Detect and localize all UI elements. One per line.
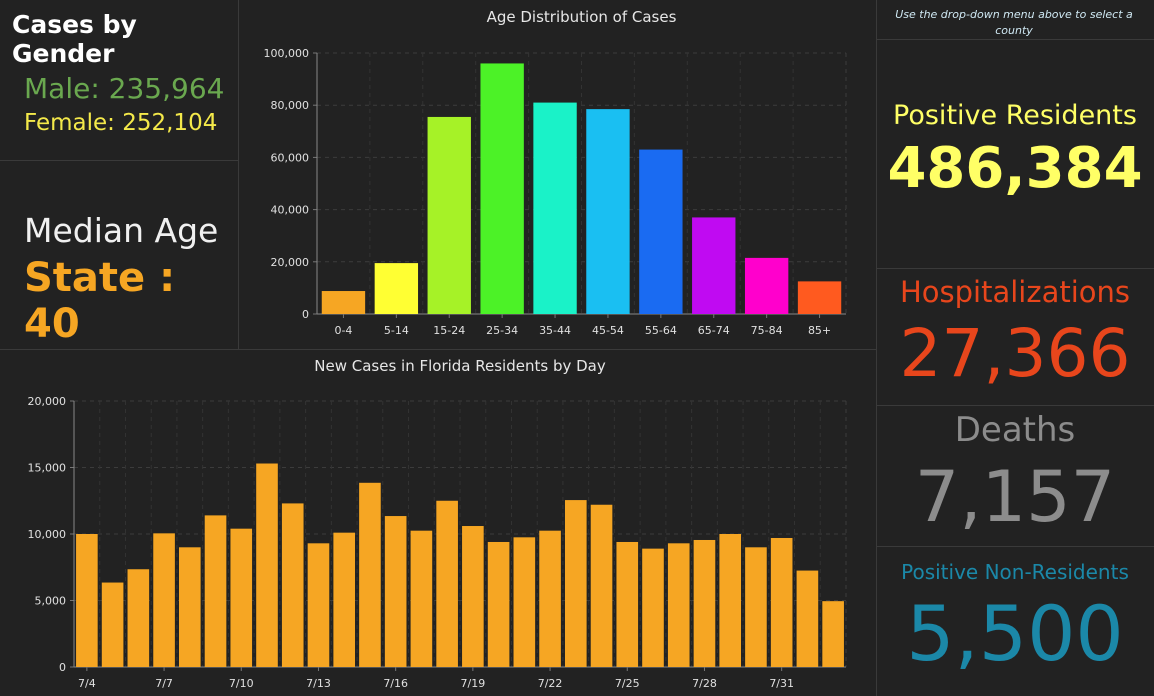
bar-7/8[interactable] [178,547,201,667]
x-tick-label: 45-54 [592,324,624,337]
bar-7/18[interactable] [436,500,458,667]
bar-15-24[interactable] [427,116,471,314]
bar-7/16[interactable] [384,516,407,667]
bar-55-64[interactable] [639,149,683,314]
female-count: Female: 252,104 [24,110,218,136]
bar-7/14[interactable] [333,532,356,667]
age-distribution-panel: Age Distribution of Cases 0 20,000 40,000 60… [239,0,876,350]
x-tick-label: 7/22 [538,677,563,690]
bar-7/12[interactable] [281,503,304,667]
bar-7/15[interactable] [359,482,381,667]
bar-5-14[interactable] [374,263,419,314]
bar-7/24[interactable] [590,504,613,667]
bar-7/9[interactable] [204,515,227,667]
y-tick-label: 20,000 [271,256,310,269]
x-tick-label: 85+ [808,324,831,337]
positive-residents-value: 486,384 [887,136,1143,201]
gender-panel: Cases by Gender Male: 235,964 Female: 25… [0,0,239,161]
x-tick-label: 7/7 [155,677,173,690]
chart-title: New Cases in Florida Residents by Day [314,357,606,375]
bar-7/25[interactable] [616,541,639,667]
y-tick-label: 100,000 [264,47,310,60]
bar-7/28[interactable] [693,539,716,667]
x-tick-label: 75-84 [751,324,783,337]
median-age-panel: Median Age State : 40 [0,161,239,350]
x-tick-label: 35-44 [539,324,571,337]
non-residents-panel: Positive Non-Residents 5,500 [876,547,1154,696]
x-tick-label: 7/10 [229,677,254,690]
chart-title: Age Distribution of Cases [487,8,677,26]
county-select-note: Use the drop-down menu above to select a… [895,8,1133,37]
x-tick-label: 5-14 [384,324,409,337]
hospitalizations-panel: Hospitalizations 27,366 [876,269,1154,406]
bar-7/23[interactable] [564,500,587,667]
positive-residents-panel: Positive Residents 486,384 [876,40,1154,269]
x-tick-label: 7/4 [78,677,96,690]
x-tick-label: 7/13 [306,677,331,690]
x-tick-label: 7/19 [461,677,486,690]
y-tick-label: 0 [59,661,66,674]
bar-7/21[interactable] [513,537,536,667]
hospitalizations-value: 27,366 [899,315,1131,392]
x-tick-label: 65-74 [698,324,730,337]
bar-7/22[interactable] [539,530,561,667]
x-tick-label: 7/25 [615,677,640,690]
bar-7/4[interactable] [76,534,98,667]
bar-7/13[interactable] [307,543,330,667]
y-tick-label: 5,000 [35,595,67,608]
bar-8/2[interactable] [822,601,844,667]
positive-residents-label: Positive Residents [893,100,1137,131]
bar-0-4[interactable] [321,291,366,314]
x-tick-label: 7/31 [769,677,794,690]
deaths-panel: Deaths 7,157 [876,406,1154,547]
bar-7/29[interactable] [719,534,742,667]
y-tick-label: 60,000 [271,151,310,164]
bar-8/1[interactable] [796,570,819,667]
y-tick-label: 15,000 [28,462,67,475]
y-tick-label: 40,000 [271,204,310,217]
x-tick-label: 7/28 [692,677,717,690]
x-tick-label: 7/16 [383,677,408,690]
bar-7/6[interactable] [127,569,150,667]
bar-7/30[interactable] [745,547,767,667]
non-residents-value: 5,500 [906,589,1124,678]
note-panel: Use the drop-down menu above to select a… [876,0,1154,40]
bar-65-74[interactable] [692,217,736,314]
bar-7/11[interactable] [256,463,278,667]
bar-25-34[interactable] [480,63,524,314]
bar-7/17[interactable] [410,530,433,667]
bar-85+[interactable] [797,281,842,314]
bar-7/27[interactable] [667,543,690,667]
hospitalizations-label: Hospitalizations [899,275,1131,309]
deaths-value: 7,157 [914,456,1116,538]
gender-title: Cases by Gender [12,10,137,68]
bar-7/19[interactable] [462,526,484,667]
male-count: Male: 235,964 [24,72,225,105]
deaths-label: Deaths [954,410,1076,450]
bar-7/7[interactable] [153,533,175,667]
x-tick-label: 0-4 [334,324,352,337]
bar-35-44[interactable] [533,102,577,314]
y-tick-label: 0 [302,308,309,321]
bar-7/31[interactable] [770,537,793,667]
bar-45-54[interactable] [586,109,630,315]
x-tick-label: 55-64 [645,324,677,337]
median-age-value: State : 40 [24,255,176,347]
median-age-label: Median Age [24,211,219,250]
daily-cases-chart: New Cases in Florida Residents by Day 0 5,… [28,357,847,690]
x-tick-label: 15-24 [433,324,465,337]
bar-7/5[interactable] [101,582,124,667]
y-tick-label: 80,000 [271,99,310,112]
y-tick-label: 10,000 [28,528,67,541]
x-tick-label: 25-34 [486,324,518,337]
daily-cases-panel: New Cases in Florida Residents by Day 0 5,… [0,350,876,696]
y-tick-label: 20,000 [28,395,67,408]
bar-7/26[interactable] [642,548,664,667]
bar-7/10[interactable] [230,528,253,667]
age-distribution-chart: Age Distribution of Cases 0 20,000 40,000 60… [264,8,847,337]
non-residents-label: Positive Non-Residents [901,560,1129,584]
bar-7/20[interactable] [487,541,510,667]
bar-75-84[interactable] [744,257,789,314]
